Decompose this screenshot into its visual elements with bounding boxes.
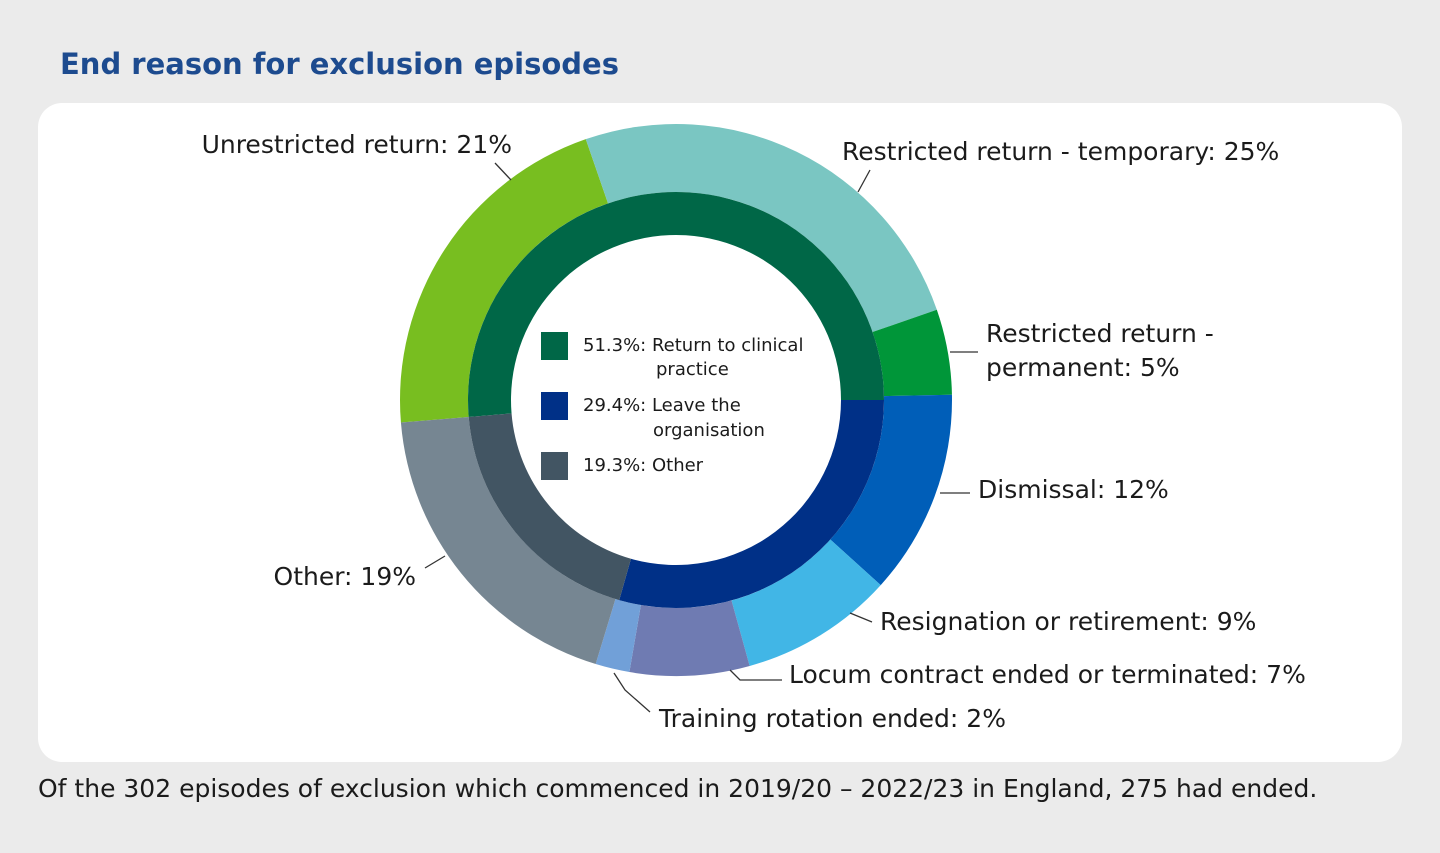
segment-label: Training rotation ended: 2%	[658, 704, 1006, 733]
segment-label: Resignation or retirement: 9%	[880, 607, 1256, 636]
segment-label: Unrestricted return: 21%	[202, 130, 512, 159]
inner-segment	[619, 400, 884, 608]
leader-line	[857, 169, 871, 193]
leader-line	[424, 555, 446, 569]
outer-segment	[731, 539, 881, 666]
outer-segment	[629, 600, 750, 677]
footnote: Of the 302 episodes of exclusion which c…	[38, 774, 1317, 803]
chart-title: End reason for exclusion episodes	[60, 47, 619, 81]
outer-segment	[400, 416, 616, 665]
segment-label: permanent: 5%	[986, 353, 1180, 382]
leader-line	[494, 162, 512, 181]
legend-swatch	[541, 332, 568, 360]
segment-label: Dismissal: 12%	[978, 475, 1169, 504]
legend-label: practice	[656, 359, 729, 380]
leader-line	[849, 612, 873, 623]
legend-swatch	[541, 452, 568, 480]
leader-line	[729, 669, 782, 681]
legend-label: 19.3%: Other	[583, 455, 704, 476]
outer-segment	[595, 598, 641, 673]
legend-label: organisation	[653, 420, 765, 441]
outer-segment	[830, 394, 952, 586]
outer-segment	[872, 309, 952, 397]
legend-label: 51.3%: Return to clinical	[583, 335, 803, 356]
inner-segment	[468, 192, 884, 417]
segment-label: Locum contract ended or terminated: 7%	[789, 660, 1306, 689]
leader-line	[613, 672, 651, 713]
segment-label: Restricted return -	[986, 319, 1214, 348]
inner-segment	[468, 413, 631, 601]
outer-segment	[400, 139, 609, 423]
legend-label: 29.4%: Leave the	[583, 395, 741, 416]
segment-label: Restricted return - temporary: 25%	[842, 137, 1279, 166]
card	[38, 103, 1402, 762]
segment-label: Other: 19%	[274, 562, 416, 591]
outer-segment	[585, 124, 937, 333]
legend-swatch	[541, 392, 568, 420]
